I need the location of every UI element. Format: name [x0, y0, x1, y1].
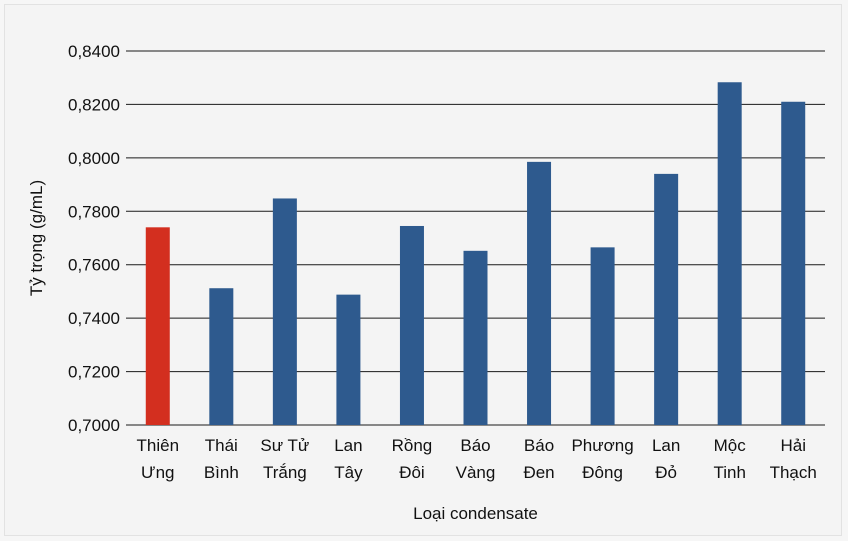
x-tick-label-line: Thái — [205, 436, 238, 455]
x-tick-label-line: Hải — [780, 436, 806, 455]
x-axis-title: Loại condensate — [413, 504, 538, 523]
x-tick-label-line: Rồng — [392, 436, 433, 455]
x-tick-label-line: Đỏ — [655, 463, 677, 482]
bar — [463, 250, 488, 425]
x-tick-label-line: Lan — [652, 436, 680, 455]
bar — [527, 161, 552, 425]
bar — [272, 198, 297, 425]
x-tick-label-line: Tây — [334, 463, 363, 482]
x-tick-label: Báo Đen — [523, 436, 554, 482]
x-tick-label-line: Báo — [460, 436, 490, 455]
bar — [717, 82, 742, 426]
x-tick-label: Hải Thạch — [770, 436, 817, 482]
y-tick-label: 0,8000 — [68, 149, 120, 168]
x-tick-label: Lan Tây — [334, 436, 363, 482]
bar — [145, 227, 170, 425]
bar — [399, 225, 424, 425]
x-tick-label-line: Thạch — [770, 463, 817, 482]
y-axis-title: Tỷ trọng (g/mL) — [27, 180, 46, 296]
bar — [209, 288, 234, 425]
x-tick-label: Sư Tử Trắng — [260, 436, 309, 482]
x-tick-label: Mộc Tinh — [713, 436, 746, 482]
x-tick-label-line: Đen — [523, 463, 554, 482]
bar-chart: 0,7000 0,7200 0,7400 0,7600 0,7800 0,8000 0,82… — [27, 42, 825, 523]
x-tick-label-line: Đông — [582, 463, 623, 482]
x-tick-label-line: Thiên — [137, 436, 180, 455]
x-tick-label-line: Mộc — [714, 436, 747, 455]
x-tick-label: Thiên Ưng — [137, 436, 180, 482]
x-tick-label-line: Báo — [524, 436, 554, 455]
x-tick-label-line: Tinh — [713, 463, 745, 482]
x-tick-label: Thái Bình — [204, 436, 239, 482]
y-tick-label: 0,8200 — [68, 95, 120, 114]
x-tick-label: Lan Đỏ — [652, 436, 680, 482]
x-tick-label: Phương Đông — [571, 436, 633, 482]
y-tick-label: 0,7800 — [68, 202, 120, 221]
x-tick-label-line: Trắng — [263, 463, 307, 482]
x-tick-label-line: Bình — [204, 463, 239, 482]
x-tick-label-line: Lan — [334, 436, 362, 455]
x-tick-label: Báo Vàng — [456, 436, 496, 482]
x-tick-label: Rồng Đôi — [392, 436, 433, 482]
y-tick-label: 0,8400 — [68, 42, 120, 61]
x-tick-label-line: Vàng — [456, 463, 496, 482]
chart-frame: 0,7000 0,7200 0,7400 0,7600 0,7800 0,8000 0,82… — [4, 4, 842, 536]
y-tick-label: 0,7000 — [68, 416, 120, 435]
bar — [654, 173, 679, 425]
y-tick-label: 0,7400 — [68, 309, 120, 328]
y-tick-label: 0,7200 — [68, 363, 120, 382]
x-tick-label-line: Phương — [571, 436, 633, 455]
y-tick-label: 0,7600 — [68, 256, 120, 275]
bar — [781, 101, 806, 425]
bar — [590, 247, 615, 425]
x-tick-label-line: Đôi — [399, 463, 425, 482]
bar — [336, 294, 361, 425]
x-tick-label-line: Ưng — [141, 463, 174, 482]
x-tick-label-line: Sư Tử — [260, 436, 309, 455]
